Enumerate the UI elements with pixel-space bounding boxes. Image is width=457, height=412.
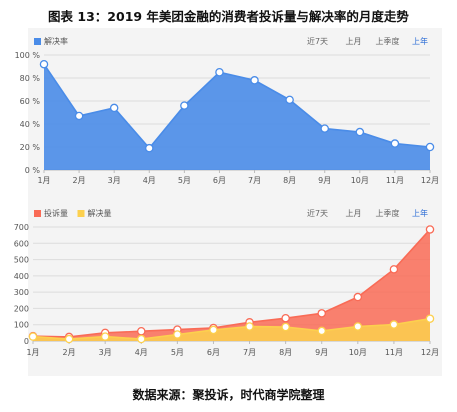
figure-source: 数据来源：聚投诉，时代商学院整理 [132, 388, 325, 402]
data-point-1-0-7 [281, 313, 290, 323]
data-point-1-0-10 [389, 265, 399, 274]
x-tick-label-0-2: 3月 [108, 176, 121, 185]
x-tick-label-1-10: 11月 [385, 348, 403, 357]
series-line-1-0 [32, 228, 431, 338]
y-tick-label-0-3: 60 % [20, 97, 41, 106]
x-tick-label-1-1: 2月 [63, 348, 76, 357]
data-point-1-1-5 [209, 325, 218, 335]
series-area-1-0 [33, 229, 430, 341]
data-point-0-0-5 [215, 68, 224, 77]
data-point-0-0-0 [39, 59, 49, 69]
y-tick-label-0-0: 0 % [25, 166, 41, 175]
x-tick-label-1-7: 8月 [279, 348, 292, 357]
x-tick-label-0-0: 1月 [37, 176, 50, 185]
data-point-1-1-1 [64, 334, 74, 344]
x-tick-label-1-4: 5月 [171, 348, 184, 357]
x-tick-label-1-11: 12月 [421, 348, 439, 357]
range-option-1-0[interactable]: 近7天 [307, 208, 328, 218]
data-point-0-0-7 [285, 95, 294, 105]
x-tick-label-0-4: 5月 [178, 176, 191, 185]
range-option-1-2[interactable]: 上季度 [376, 208, 400, 218]
range-option-0-1[interactable]: 上月 [346, 37, 362, 46]
y-tick-label-0-2: 40 % [20, 120, 41, 129]
y-tick-label-0-1: 20 % [20, 143, 41, 152]
x-tick-label-1-5: 6月 [207, 348, 220, 357]
legend-label-0-0: 解决率 [44, 36, 68, 46]
y-tick-label-1-5: 500 [14, 256, 29, 265]
x-tick-label-0-8: 9月 [318, 176, 331, 185]
x-tick-label-1-9: 10月 [349, 348, 367, 357]
x-tick-label-1-0: 1月 [26, 348, 39, 357]
x-tick-label-0-3: 4月 [143, 176, 156, 185]
data-point-1-1-4 [173, 330, 182, 339]
legend-swatch-0-0 [34, 38, 41, 45]
data-point-1-0-3 [137, 326, 146, 336]
y-tick-label-1-6: 600 [14, 239, 29, 248]
y-tick-label-1-1: 100 [14, 321, 29, 330]
y-tick-label-1-3: 300 [14, 288, 29, 297]
x-tick-label-0-6: 7月 [248, 176, 261, 185]
x-tick-label-0-1: 2月 [73, 176, 86, 185]
range-option-1-1[interactable]: 上月 [346, 209, 362, 218]
legend-label-1-1: 解决量 [88, 208, 112, 218]
data-point-0-0-4 [180, 101, 189, 110]
legend-swatch-1-0 [34, 210, 41, 217]
x-tick-label-0-11: 12月 [421, 176, 439, 185]
data-point-1-1-10 [389, 320, 399, 329]
data-point-1-0-11 [425, 225, 435, 234]
data-point-0-0-2 [109, 103, 119, 113]
y-tick-label-1-2: 200 [14, 304, 29, 313]
series-line-1-1 [32, 317, 431, 340]
series-line-0-0 [43, 63, 431, 150]
y-tick-label-0-4: 80 % [20, 74, 41, 83]
data-point-1-1-9 [353, 322, 363, 331]
x-tick-label-0-5: 6月 [213, 176, 226, 185]
data-point-1-1-0 [28, 332, 38, 341]
figure-title: 图表 13：2019 年美团金融的消费者投诉量与解决率的月度走势 [48, 9, 409, 24]
y-tick-label-1-0: 0 [24, 337, 29, 346]
range-option-1-3[interactable]: 上年 [412, 208, 428, 218]
range-option-0-2[interactable]: 上季度 [376, 36, 400, 46]
y-tick-label-1-7: 700 [14, 223, 29, 232]
data-point-1-0-8 [317, 309, 326, 318]
data-point-1-1-3 [137, 334, 146, 344]
y-tick-label-0-5: 100 % [15, 51, 41, 60]
legend-label-1-0: 投诉量 [44, 208, 68, 218]
y-tick-label-1-4: 400 [14, 272, 29, 281]
x-tick-label-0-7: 8月 [283, 176, 296, 185]
data-point-0-0-3 [145, 143, 154, 153]
data-point-0-0-10 [390, 139, 400, 148]
x-tick-label-1-8: 9月 [315, 348, 328, 357]
data-point-1-1-7 [281, 322, 290, 332]
data-point-1-1-6 [245, 322, 254, 331]
range-option-0-0[interactable]: 近7天 [307, 36, 328, 46]
x-tick-label-1-3: 4月 [135, 348, 148, 357]
x-tick-label-0-10: 11月 [386, 176, 404, 185]
data-point-1-0-9 [353, 292, 363, 302]
x-tick-label-1-2: 3月 [99, 348, 112, 357]
data-point-0-0-11 [425, 142, 435, 152]
data-point-0-0-8 [320, 124, 329, 133]
x-tick-label-0-9: 10月 [351, 176, 369, 185]
data-point-1-1-2 [100, 332, 110, 341]
data-point-1-1-8 [317, 326, 326, 336]
legend-swatch-1-1 [77, 210, 85, 217]
data-point-0-0-9 [355, 127, 365, 137]
x-tick-label-1-6: 7月 [243, 348, 256, 357]
data-point-0-0-1 [74, 111, 84, 121]
series-area-0-0 [44, 64, 430, 170]
series-area-1-1 [33, 318, 430, 341]
range-option-0-3[interactable]: 上年 [412, 36, 428, 46]
data-point-0-0-6 [250, 76, 259, 85]
data-point-1-1-11 [425, 314, 435, 323]
